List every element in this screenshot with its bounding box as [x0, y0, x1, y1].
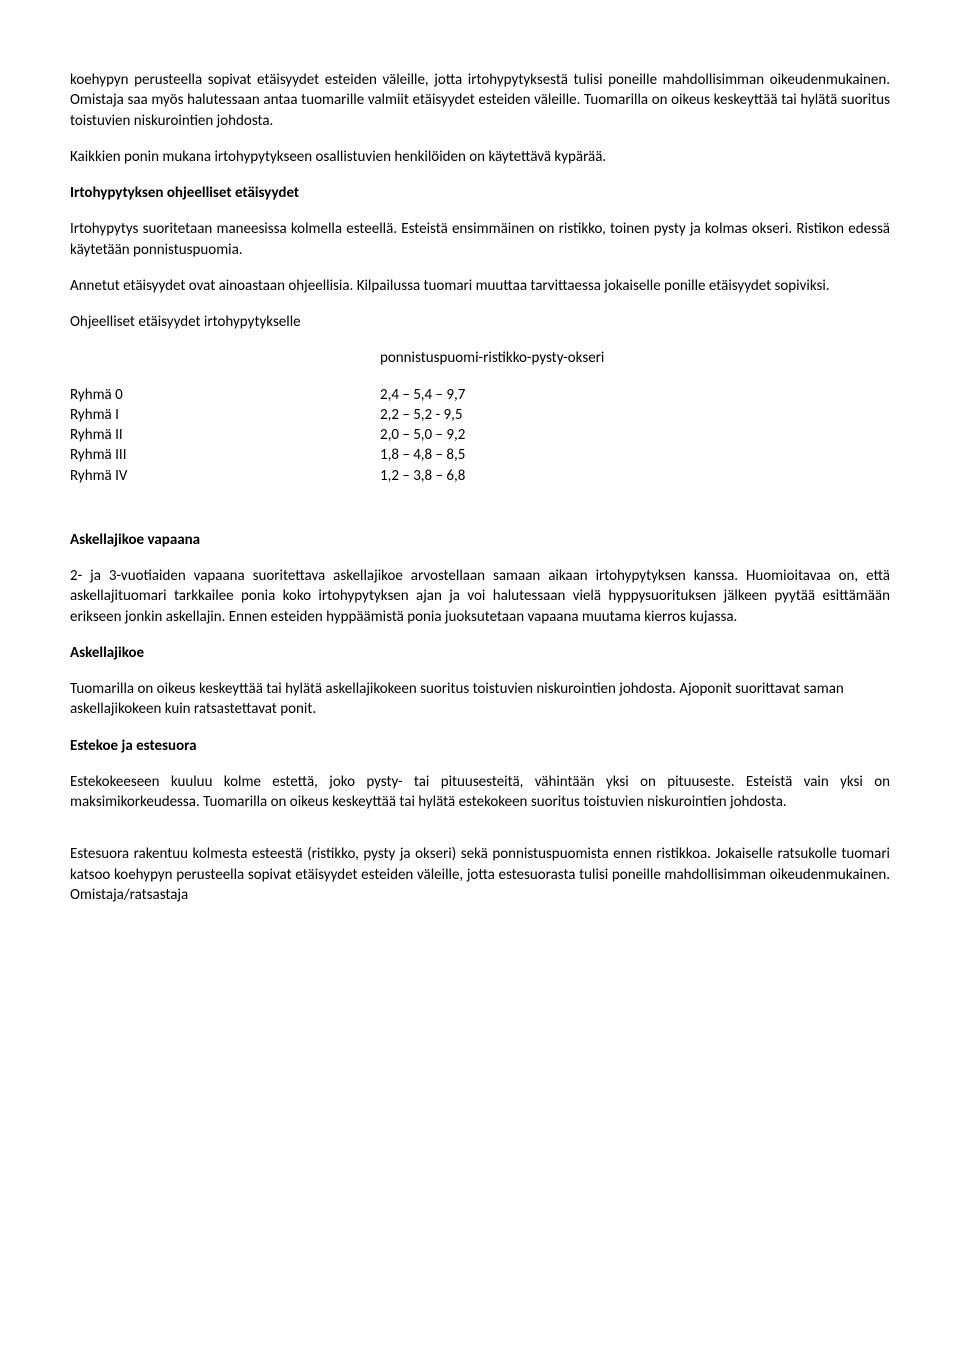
distance-table: Ryhmä 0 2,4 – 5,4 – 9,7 Ryhmä I 2,2 – 5,…: [70, 385, 890, 486]
table-row: Ryhmä I 2,2 – 5,2 - 9,5: [70, 405, 890, 425]
table-row: Ryhmä 0 2,4 – 5,4 – 9,7: [70, 385, 890, 405]
table-header-empty: [70, 348, 380, 368]
row-label: Ryhmä 0: [70, 385, 380, 405]
heading-gait: Askellajikoe: [70, 643, 890, 663]
paragraph-obstacle-test: Estekokeeseen kuuluu kolme estettä, joko…: [70, 772, 890, 813]
row-label: Ryhmä IV: [70, 466, 380, 486]
paragraph-table-intro: Ohjeelliset etäisyydet irtohypytykselle: [70, 312, 890, 332]
table-header-value: ponnistuspuomi-ristikko-pysty-okseri: [380, 348, 890, 368]
heading-obstacle-test: Estekoe ja estesuora: [70, 736, 890, 756]
row-label: Ryhmä III: [70, 445, 380, 465]
row-value: 2,4 – 5,4 – 9,7: [380, 385, 890, 405]
heading-gait-free: Askellajikoe vapaana: [70, 530, 890, 550]
heading-distances: Irtohypytyksen ohjeelliset etäisyydet: [70, 183, 890, 203]
paragraph-gait-free: 2- ja 3-vuotiaiden vapaana suoritettava …: [70, 566, 890, 627]
paragraph-guidance: Annetut etäisyydet ovat ainoastaan ohjee…: [70, 276, 890, 296]
row-value: 2,0 – 5,0 – 9,2: [380, 425, 890, 445]
paragraph-helmet: Kaikkien ponin mukana irtohypytykseen os…: [70, 147, 890, 167]
row-value: 1,8 – 4,8 – 8,5: [380, 445, 890, 465]
table-header-row: ponnistuspuomi-ristikko-pysty-okseri: [70, 348, 890, 368]
row-label: Ryhmä I: [70, 405, 380, 425]
paragraph-gait: Tuomarilla on oikeus keskeyttää tai hylä…: [70, 679, 890, 720]
paragraph-obstacles: Irtohypytys suoritetaan maneesissa kolme…: [70, 219, 890, 260]
row-value: 2,2 – 5,2 - 9,5: [380, 405, 890, 425]
row-label: Ryhmä II: [70, 425, 380, 445]
table-row: Ryhmä II 2,0 – 5,0 – 9,2: [70, 425, 890, 445]
paragraph-obstacle-line: Estesuora rakentuu kolmesta esteestä (ri…: [70, 844, 890, 905]
row-value: 1,2 – 3,8 – 6,8: [380, 466, 890, 486]
paragraph-intro: koehypyn perusteella sopivat etäisyydet …: [70, 70, 890, 131]
table-row: Ryhmä IV 1,2 – 3,8 – 6,8: [70, 466, 890, 486]
table-row: Ryhmä III 1,8 – 4,8 – 8,5: [70, 445, 890, 465]
